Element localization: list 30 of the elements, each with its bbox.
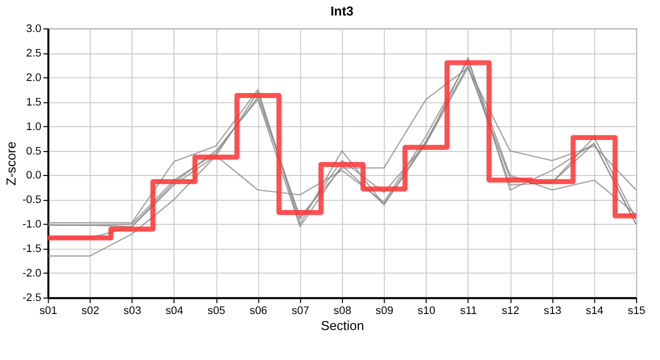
y-tick-label: -2.0 — [22, 268, 42, 280]
chart-title: Int3 — [330, 3, 354, 18]
x-tick-label: s13 — [544, 305, 562, 318]
x-tick-label: s03 — [124, 305, 142, 318]
x-tick-label: s15 — [628, 305, 646, 318]
x-tick-label: s10 — [418, 305, 436, 318]
y-tick-label: -1.5 — [22, 243, 42, 256]
x-tick-label: s04 — [166, 305, 184, 318]
y-axis-title: Z-score — [4, 142, 18, 186]
x-tick-label: s02 — [82, 305, 100, 318]
x-tick-label: s07 — [292, 305, 310, 318]
y-tick-label: -1.0 — [22, 218, 42, 231]
y-tick-label: 0.5 — [26, 145, 42, 158]
y-tick-label: 2.5 — [26, 47, 42, 60]
x-tick-label: s14 — [586, 305, 604, 318]
x-tick-label: s12 — [502, 305, 520, 318]
y-tick-label: -0.5 — [22, 194, 42, 206]
x-tick-label: s06 — [250, 305, 268, 318]
y-tick-label: 1.0 — [26, 120, 42, 133]
y-tick-label: 0.0 — [26, 170, 42, 182]
y-tick-label: 1.5 — [26, 96, 42, 108]
y-tick-label: -2.5 — [22, 292, 42, 304]
y-tick-label: 2.0 — [26, 72, 42, 84]
x-tick-label: s08 — [334, 305, 352, 318]
x-tick-label: s09 — [376, 305, 394, 318]
x-tick-label: s11 — [460, 305, 477, 318]
x-axis-title: Section — [320, 318, 364, 334]
x-tick-label: s01 — [40, 305, 58, 318]
y-tick-label: 3.0 — [26, 22, 42, 35]
x-tick-label: s05 — [208, 305, 226, 318]
